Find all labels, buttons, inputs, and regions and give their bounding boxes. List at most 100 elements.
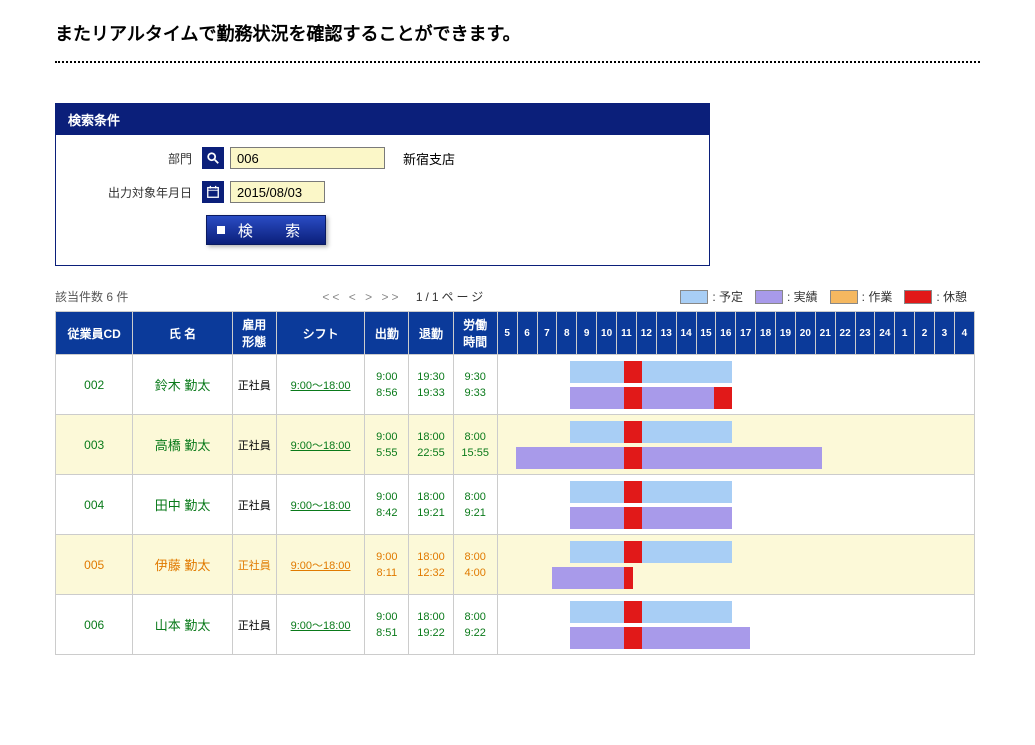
cell-cd: 004	[56, 475, 133, 535]
branch-name: 新宿支店	[403, 149, 455, 168]
gantt-bar-plan	[570, 421, 624, 443]
search-icon[interactable]	[202, 147, 224, 169]
cell-nm: 鈴木 勤太	[133, 355, 232, 415]
col-hour-16: 16	[716, 312, 736, 355]
pager: << < > >> 1/1ページ	[128, 288, 680, 305]
cell-cd: 006	[56, 595, 133, 655]
attendance-grid: 従業員CD氏 名雇用形態シフト出勤退勤労働時間56789101112131415…	[55, 311, 975, 655]
legend-label: : 予定	[712, 288, 743, 305]
legend: : 予定 : 実績 : 作業 : 休憩	[680, 288, 975, 305]
gantt-bar-actual	[642, 447, 822, 469]
cell-cd: 005	[56, 535, 133, 595]
search-panel: 検索条件 部門 新宿支店 出力対象年月日 検 索	[55, 103, 710, 266]
col-in: 出勤	[365, 312, 409, 355]
legend-swatch	[680, 290, 708, 304]
gantt-cell	[497, 355, 974, 415]
search-panel-title: 検索条件	[56, 104, 709, 135]
gantt-bar-break	[624, 627, 642, 649]
col-hour-4: 4	[954, 312, 974, 355]
col-name: 氏 名	[133, 312, 232, 355]
gantt-bar-break	[624, 421, 642, 443]
pager-last[interactable]: >>	[381, 290, 401, 304]
gantt-bar-break	[725, 387, 732, 409]
cell-time-col: 9:309:33	[453, 355, 497, 415]
col-shift: シフト	[276, 312, 364, 355]
cell-time-col: 9:008:42	[365, 475, 409, 535]
pager-prev[interactable]: <	[349, 290, 359, 304]
gantt-bar-actual	[570, 387, 624, 409]
legend-swatch	[755, 290, 783, 304]
pager-next[interactable]: >	[365, 290, 375, 304]
cell-emp: 正社員	[232, 535, 276, 595]
cell-emp: 正社員	[232, 595, 276, 655]
col-out: 退勤	[409, 312, 453, 355]
gantt-bar-actual	[570, 627, 624, 649]
cell-cd: 003	[56, 415, 133, 475]
table-row: 002鈴木 勤太正社員9:00～18:009:008:5619:3019:339…	[56, 355, 975, 415]
cell-time-col: 18:0012:32	[409, 535, 453, 595]
gantt-bar-plan	[570, 361, 624, 383]
gantt-bar-plan	[570, 601, 624, 623]
legend-swatch	[904, 290, 932, 304]
col-hour-17: 17	[736, 312, 756, 355]
gantt-cell	[497, 535, 974, 595]
cell-time-col: 8:0015:55	[453, 415, 497, 475]
cell-time-col: 9:008:56	[365, 355, 409, 415]
dept-input[interactable]	[230, 147, 385, 169]
col-hour-1: 1	[895, 312, 915, 355]
col-hour-13: 13	[656, 312, 676, 355]
gantt-bar-plan	[642, 481, 732, 503]
col-hour-21: 21	[815, 312, 835, 355]
col-hour-9: 9	[577, 312, 597, 355]
col-hour-19: 19	[776, 312, 796, 355]
divider	[55, 61, 980, 63]
date-label: 出力対象年月日	[66, 184, 196, 201]
col-hour-18: 18	[756, 312, 776, 355]
date-input[interactable]	[230, 181, 325, 203]
col-cd: 従業員CD	[56, 312, 133, 355]
cell-nm: 伊藤 勤太	[133, 535, 232, 595]
page-headline: またリアルタイムで勤務状況を確認することができます。	[55, 20, 980, 46]
gantt-bar-plan	[642, 361, 732, 383]
gantt-cell	[497, 595, 974, 655]
col-hour-23: 23	[855, 312, 875, 355]
search-button[interactable]: 検 索	[206, 215, 326, 245]
calendar-icon[interactable]	[202, 181, 224, 203]
cell-shift[interactable]: 9:00～18:00	[276, 535, 364, 595]
col-hour-15: 15	[696, 312, 716, 355]
cell-shift[interactable]: 9:00～18:00	[276, 415, 364, 475]
gantt-bar-break	[624, 387, 642, 409]
gantt-bar-plan	[570, 481, 624, 503]
cell-shift[interactable]: 9:00～18:00	[276, 475, 364, 535]
gantt-bar-break	[624, 507, 642, 529]
cell-time-col: 18:0022:55	[409, 415, 453, 475]
gantt-bar-actual	[642, 627, 750, 649]
cell-time-col: 8:009:22	[453, 595, 497, 655]
cell-shift[interactable]: 9:00～18:00	[276, 355, 364, 415]
cell-time-col: 9:005:55	[365, 415, 409, 475]
col-hour-20: 20	[795, 312, 815, 355]
dept-label: 部門	[66, 150, 196, 167]
pager-first[interactable]: <<	[322, 290, 342, 304]
cell-time-col: 8:009:21	[453, 475, 497, 535]
col-emp: 雇用形態	[232, 312, 276, 355]
cell-time-col: 18:0019:22	[409, 595, 453, 655]
col-hour-10: 10	[597, 312, 617, 355]
gantt-bar-plan	[642, 421, 732, 443]
gantt-bar-break	[624, 447, 642, 469]
cell-shift[interactable]: 9:00～18:00	[276, 595, 364, 655]
col-dur: 労働時間	[453, 312, 497, 355]
gantt-bar-plan	[642, 541, 732, 563]
table-row: 004田中 勤太正社員9:00～18:009:008:4218:0019:218…	[56, 475, 975, 535]
legend-label: : 実績	[787, 288, 818, 305]
cell-nm: 田中 勤太	[133, 475, 232, 535]
table-row: 003高橋 勤太正社員9:00～18:009:005:5518:0022:558…	[56, 415, 975, 475]
legend-label: : 休憩	[936, 288, 967, 305]
gantt-cell	[497, 415, 974, 475]
legend-label: : 作業	[862, 288, 893, 305]
result-count: 該当件数 6 件	[55, 288, 128, 305]
col-hour-8: 8	[557, 312, 577, 355]
cell-emp: 正社員	[232, 355, 276, 415]
col-hour-3: 3	[935, 312, 955, 355]
col-hour-11: 11	[617, 312, 637, 355]
